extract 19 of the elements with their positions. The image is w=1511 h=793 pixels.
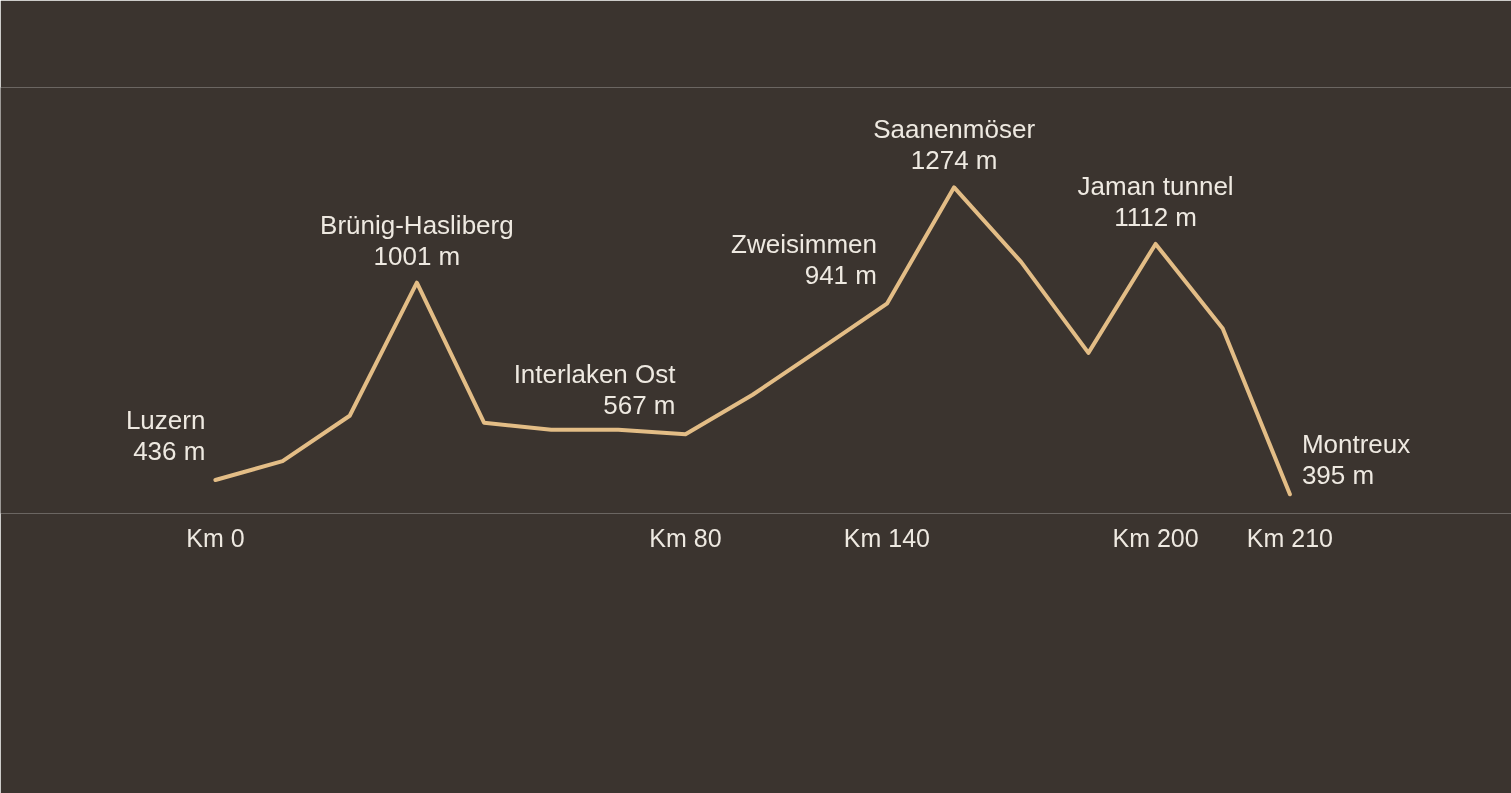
annotation: Zweisimmen [731, 228, 877, 259]
data-label: 1001 m [373, 240, 461, 271]
annotation: Interlaken Ost [513, 359, 677, 390]
data-label: 941 m [804, 259, 877, 290]
annotation: Luzern [125, 404, 206, 435]
data-label: 436 m [133, 435, 206, 466]
annotation: Jaman tunnel [1077, 170, 1234, 201]
x-tick-label: Km 210 [1246, 523, 1333, 552]
data-label: 395 m [1301, 460, 1375, 491]
annotation: Brünig-Hasliberg [320, 209, 514, 240]
annotation: Montreux [1301, 429, 1411, 460]
data-label: 567 m [603, 390, 676, 421]
annotation: Saanenmöser [873, 114, 1036, 145]
data-label: 1112 m [1114, 201, 1198, 232]
x-tick-label: Km 0 [186, 523, 245, 552]
data-label: 1274 m [910, 145, 998, 176]
x-tick-label: Km 80 [649, 523, 722, 552]
x-tick-label: Km 140 [843, 523, 931, 552]
x-tick-label: Km 200 [1112, 523, 1199, 552]
